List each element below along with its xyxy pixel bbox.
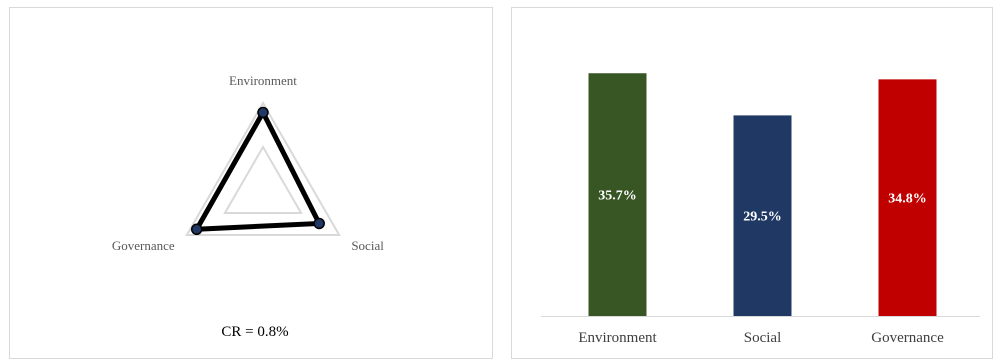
radar-chart: Environment Social Governance CR = 0.8%: [112, 73, 384, 340]
x-tick-label-governance: Governance: [871, 330, 944, 346]
radar-grid: [185, 101, 341, 236]
consistency-ratio-label: CR = 0.8%: [221, 324, 288, 340]
bar-data-label-environment: 35.7%: [598, 189, 637, 204]
radar-axis-label-social: Social: [351, 238, 384, 253]
bar-series: 35.7% 29.5% 34.8%: [588, 73, 937, 317]
x-axis-tick-labels: Environment Social Governance: [578, 330, 944, 346]
radar-point-social: [313, 217, 325, 230]
radar-series: [190, 106, 325, 236]
x-tick-label-social: Social: [744, 330, 782, 346]
bar-governance: [878, 79, 937, 316]
radar-grid-ring-2: [185, 101, 341, 236]
bar-social: [733, 115, 792, 317]
radar-axis-labels: Environment Social Governance: [112, 73, 384, 253]
bar-data-label-governance: 34.8%: [888, 192, 927, 207]
bar-data-label-social: 29.5%: [743, 210, 782, 225]
radar-series-line: [192, 107, 324, 232]
bar-chart: 35.7% 29.5% 34.8% Environment Social Governa…: [541, 73, 980, 346]
bar-chart-panel: 35.7% 29.5% 34.8% Environment Social Governa…: [511, 7, 993, 359]
x-tick-label-environment: Environment: [578, 330, 657, 346]
radar-point-environment: [257, 106, 269, 119]
bar-environment: [588, 73, 647, 317]
radar-point-governance: [190, 223, 203, 236]
radar-chart-panel: Environment Social Governance CR = 0.8%: [9, 7, 493, 359]
radar-axis-label-governance: Governance: [112, 238, 175, 253]
radar-axis-label-environment: Environment: [229, 73, 297, 88]
radar-grid-ring-1: [223, 144, 303, 214]
